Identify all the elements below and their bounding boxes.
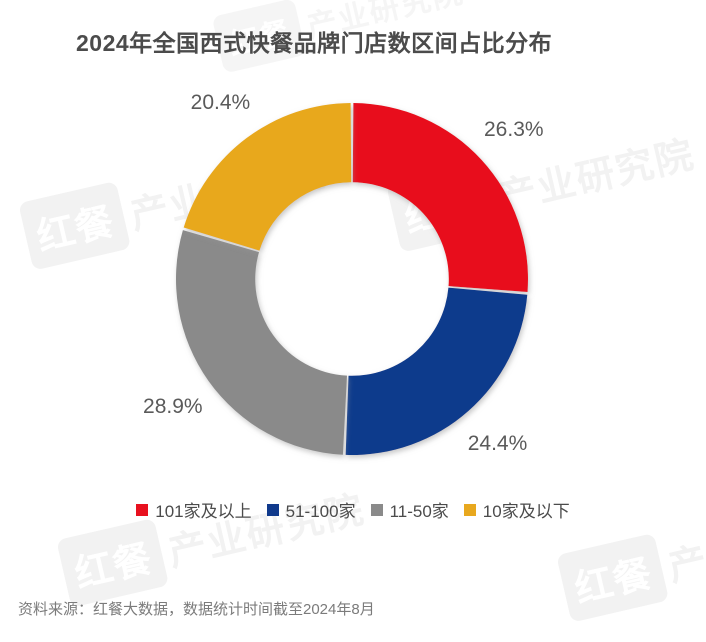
slice-value-label: 20.4% [190, 90, 251, 114]
legend-item[interactable]: 11-50家 [370, 497, 449, 522]
slice-value-label: 28.9% [143, 394, 203, 418]
legend-label: 10家及以下 [482, 502, 570, 521]
legend-label: 11-50家 [389, 502, 449, 521]
chart-legend: 101家及以上 51-100家 11-50家 10家及以下 [0, 497, 706, 522]
donut-slice[interactable] [183, 103, 352, 251]
donut-slice[interactable] [176, 230, 347, 455]
legend-label: 101家及以上 [155, 502, 252, 521]
donut-slices [176, 103, 528, 455]
legend-item[interactable]: 101家及以上 [136, 497, 252, 522]
legend-swatch-icon [136, 503, 149, 516]
legend-label: 51-100家 [285, 502, 356, 521]
legend-item[interactable]: 10家及以下 [463, 497, 570, 522]
donut-chart-svg [176, 103, 528, 455]
legend-swatch-icon [266, 503, 279, 516]
legend-swatch-icon [463, 503, 476, 516]
chart-title: 2024年全国西式快餐品牌门店数区间占比分布 [76, 30, 553, 56]
donut-slice[interactable] [345, 287, 528, 455]
legend-item[interactable]: 51-100家 [266, 497, 356, 522]
legend-swatch-icon [370, 503, 383, 516]
slice-value-label: 26.3% [484, 117, 544, 141]
source-note: 资料来源：红餐大数据，数据统计时间截至2024年8月 [18, 601, 375, 618]
slice-value-label: 24.4% [467, 432, 528, 456]
donut-chart: 26.3% 24.4% 28.9% 20.4% [143, 90, 544, 456]
